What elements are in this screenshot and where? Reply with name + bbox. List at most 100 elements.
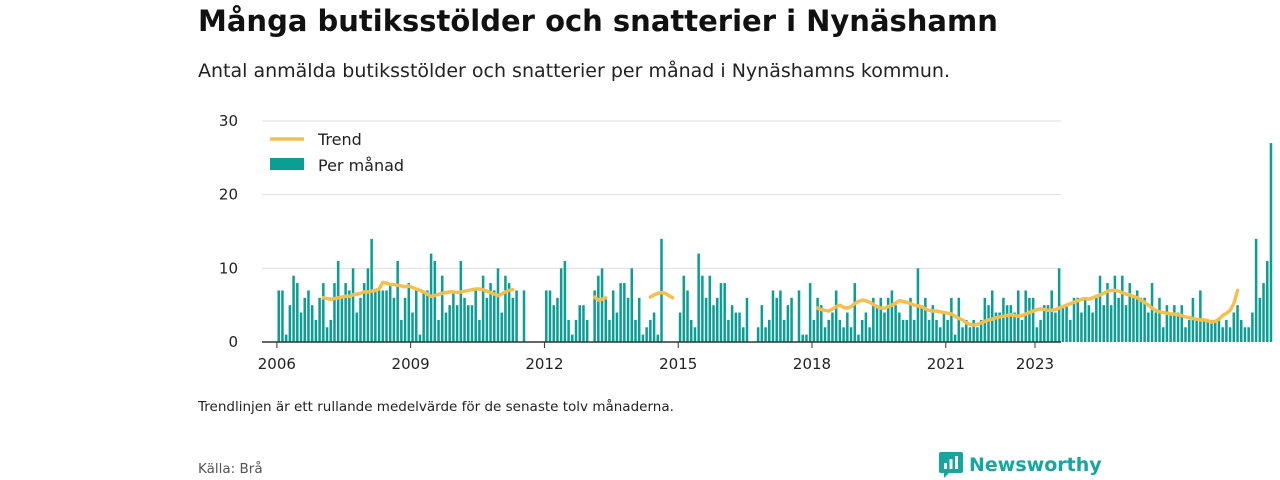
- bar: [310, 305, 314, 342]
- chart-canvas: 0 10 20 30 2006 2009 2012 2015 2018 2021 2023 Tre…: [219, 112, 1273, 373]
- bar: [1043, 305, 1046, 342]
- bar: [1236, 305, 1239, 342]
- legend-label-trend: Trend: [317, 130, 362, 149]
- bar: [953, 334, 957, 342]
- bar: [615, 312, 619, 342]
- chart-title: Många butiksstölder och snatterier i Nyn…: [198, 4, 998, 38]
- bar: [1266, 260, 1269, 342]
- bar: [637, 297, 641, 342]
- bar: [340, 297, 344, 342]
- bar: [1057, 268, 1061, 342]
- bar: [463, 297, 466, 342]
- bar: [756, 327, 760, 342]
- trend-segment: [648, 290, 675, 300]
- bar: [1202, 319, 1206, 342]
- bar: [597, 275, 600, 342]
- bar: [552, 305, 555, 342]
- bar: [920, 305, 923, 342]
- bar: [645, 327, 648, 342]
- bar: [860, 319, 864, 342]
- bar: [608, 319, 611, 342]
- bar: [987, 305, 990, 342]
- bar: [1106, 283, 1109, 342]
- x-tick-label: 2009: [392, 355, 430, 373]
- bar: [834, 290, 838, 342]
- bar: [500, 312, 503, 342]
- bar: [366, 268, 370, 342]
- bar: [1091, 312, 1094, 342]
- bar: [950, 297, 953, 342]
- bar: [745, 297, 749, 342]
- bar: [1117, 297, 1120, 342]
- bar: [388, 283, 392, 342]
- bar: [872, 297, 875, 342]
- bar: [1158, 297, 1161, 342]
- bar: [1187, 319, 1191, 342]
- bar: [805, 334, 808, 342]
- bar: [1239, 319, 1243, 342]
- x-tick-label: 2018: [793, 355, 831, 373]
- bar: [548, 290, 552, 342]
- brand-logo[interactable]: Newsworthy: [939, 451, 1102, 479]
- bar: [545, 290, 548, 342]
- bar: [816, 297, 819, 342]
- legend-label-per-month: Per månad: [318, 156, 404, 175]
- bar: [1132, 297, 1135, 342]
- trend-segment: [321, 280, 515, 302]
- bar: [771, 290, 775, 342]
- bar: [403, 297, 407, 342]
- bar: [682, 275, 686, 342]
- bar: [329, 319, 333, 342]
- bar: [686, 290, 689, 342]
- bar: [1180, 305, 1184, 342]
- bar: [801, 334, 804, 342]
- bar: [281, 290, 284, 342]
- bar: [1154, 312, 1158, 342]
- bar: [883, 312, 886, 342]
- bar: [857, 334, 860, 342]
- bar: [927, 319, 931, 342]
- bar: [1098, 275, 1102, 342]
- bar: [779, 290, 782, 342]
- bar: [559, 268, 563, 342]
- bar: [1013, 312, 1016, 342]
- bar: [738, 312, 741, 342]
- bar: [593, 290, 596, 342]
- bar: [1054, 312, 1057, 342]
- bar: [374, 290, 377, 342]
- bar: [1262, 283, 1265, 342]
- bar: [994, 312, 998, 342]
- y-tick-label: 20: [219, 186, 238, 204]
- bar: [556, 297, 559, 342]
- footnote: Trendlinjen är ett rullande medelvärde f…: [198, 399, 674, 415]
- bar: [634, 319, 637, 342]
- bar: [422, 290, 425, 342]
- bar: [467, 305, 470, 342]
- y-tick-label: 0: [228, 333, 238, 351]
- bar: [979, 319, 983, 342]
- bar: [1143, 297, 1146, 342]
- bar: [396, 260, 399, 342]
- bar: [704, 297, 708, 342]
- bar: [812, 319, 816, 342]
- bar: [1228, 327, 1232, 342]
- bar: [831, 312, 834, 342]
- bar: [1176, 312, 1180, 342]
- bar: [924, 297, 927, 342]
- bar: [719, 283, 723, 342]
- bar: [942, 312, 946, 342]
- bar: [823, 327, 827, 342]
- x-tick-label: 2012: [525, 355, 563, 373]
- bar: [827, 319, 830, 342]
- bar: [842, 327, 845, 342]
- bar: [976, 327, 979, 342]
- bar: [1225, 319, 1228, 342]
- bar: [377, 290, 381, 342]
- bar: [853, 283, 857, 342]
- bar: [715, 297, 719, 342]
- bar: [734, 312, 738, 342]
- bar: [478, 319, 481, 342]
- bar: [355, 312, 359, 342]
- bar: [1031, 297, 1035, 342]
- bar: [440, 275, 444, 342]
